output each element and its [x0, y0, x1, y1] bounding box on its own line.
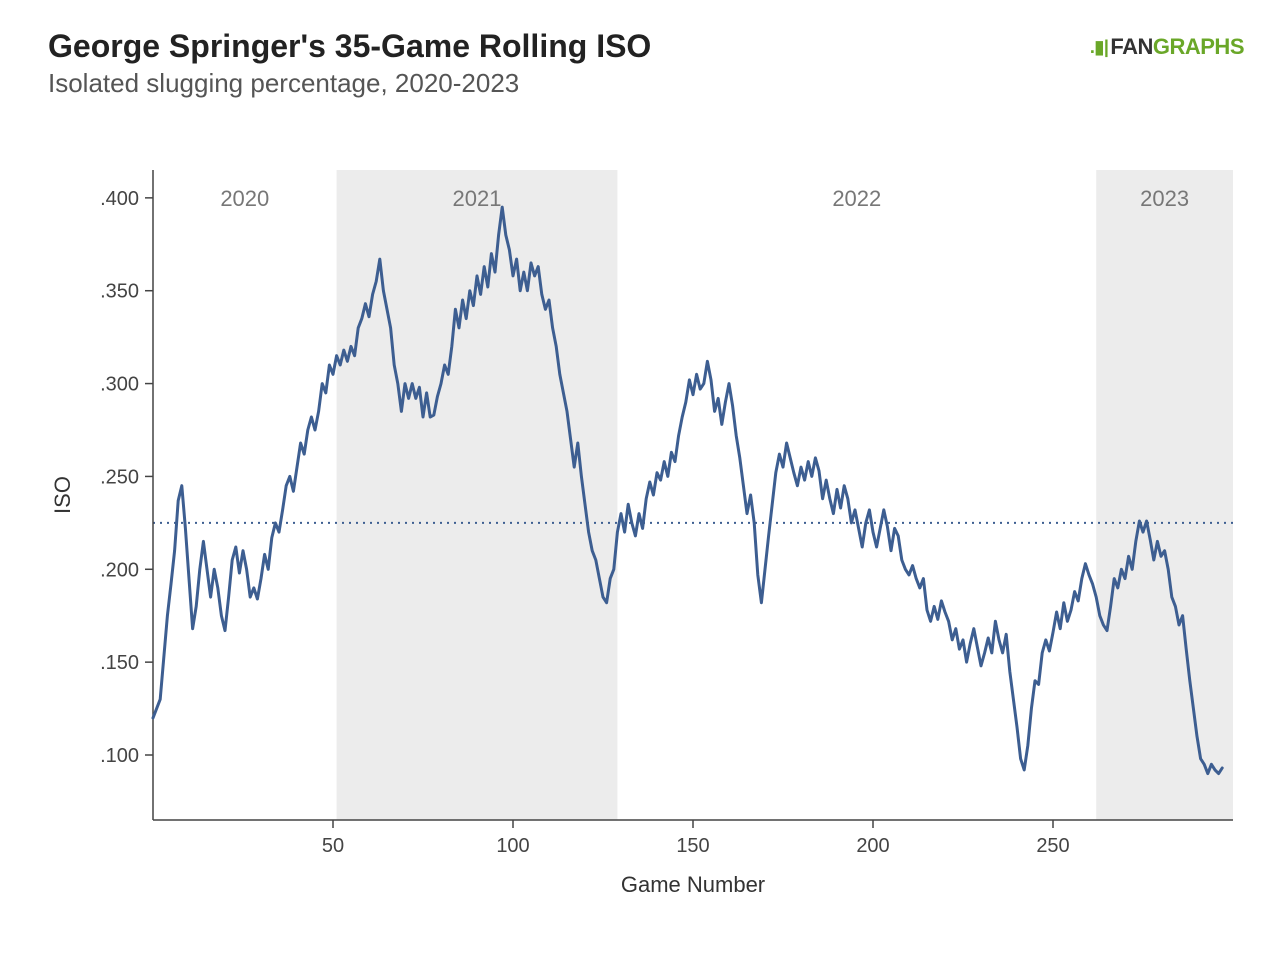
chart-container: George Springer's 35-Game Rolling ISO Is… — [0, 0, 1280, 953]
chart-subtitle: Isolated slugging percentage, 2020-2023 — [48, 68, 519, 99]
data-line — [153, 207, 1222, 774]
logo-text-graphs: GRAPHS — [1153, 34, 1244, 59]
period-label: 2021 — [453, 186, 502, 211]
chart-plot-area: .100 .150 .200 .250 .300 .350 .400 50 100 150 200 2… — [48, 150, 1238, 900]
y-tick-label: .350 — [100, 281, 139, 303]
y-tick-label: .300 — [100, 374, 139, 396]
period-label: 2020 — [220, 186, 269, 211]
period-label: 2022 — [832, 186, 881, 211]
x-tick-label: 200 — [856, 835, 889, 857]
logo-text-fan: FAN — [1110, 34, 1153, 59]
x-tick-label: 50 — [322, 835, 344, 857]
y-tick-label: .250 — [100, 466, 139, 488]
x-tick-label: 250 — [1036, 835, 1069, 857]
fangraphs-logo: .▮|FANGRAPHS — [1090, 34, 1244, 60]
y-tick-label: .100 — [100, 745, 139, 767]
y-tick-label: .400 — [100, 188, 139, 210]
period-band — [1096, 170, 1233, 820]
period-label: 2023 — [1140, 186, 1189, 211]
chart-svg: .100 .150 .200 .250 .300 .350 .400 50 100 150 200 2… — [48, 150, 1238, 900]
y-tick-label: .150 — [100, 652, 139, 674]
x-tick-label: 100 — [496, 835, 529, 857]
chart-title: George Springer's 35-Game Rolling ISO — [48, 28, 651, 65]
x-tick-label: 150 — [676, 835, 709, 857]
logo-icon: .▮| — [1090, 37, 1108, 57]
x-axis-label: Game Number — [621, 872, 765, 897]
y-tick-label: .200 — [100, 559, 139, 581]
y-axis-label: ISO — [50, 476, 75, 514]
